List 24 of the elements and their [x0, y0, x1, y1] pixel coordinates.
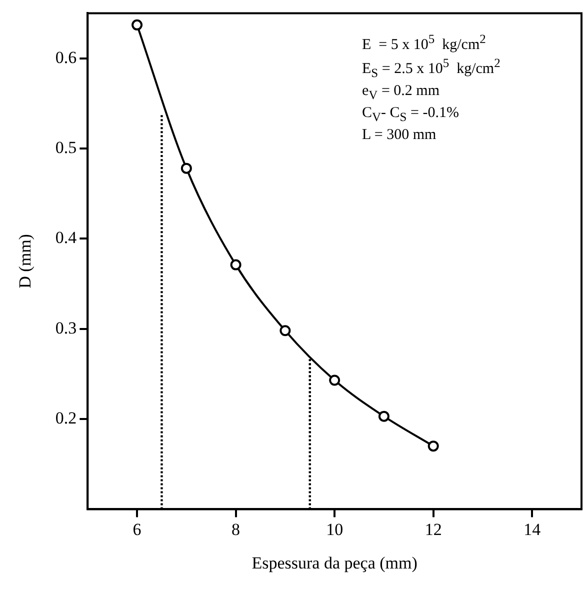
- point: [280, 325, 291, 336]
- x-tick-label: 12: [424, 520, 442, 539]
- annotation: E = 5 x 10$^{5}$ kg/cm$^{2}$: [362, 31, 487, 54]
- y-tick-label: 0.5: [55, 138, 77, 157]
- annotation: e$_{V}$ = 0.2 mm: [362, 82, 440, 104]
- point: [180, 162, 192, 174]
- annotation: C$_{V}$- C$_{S}$ = -0.1%: [362, 104, 460, 126]
- annotation: E$_{S}$ = 2.5 x 10$^{5}$ kg/cm$^{2}$: [362, 55, 500, 82]
- x-axis-title: Espessura da peça (mm): [252, 553, 418, 572]
- y-tick-label: 0.4: [55, 228, 78, 248]
- point: [132, 19, 143, 30]
- point: [230, 259, 242, 270]
- x-tick-label: 8: [232, 520, 240, 539]
- point: [378, 410, 390, 422]
- x-tick-label: 10: [326, 520, 344, 539]
- y-tick-label: 0.6: [55, 48, 77, 67]
- x-tick-label: 6: [132, 520, 142, 539]
- x-tick-label: 14: [524, 520, 542, 539]
- point: [428, 440, 439, 452]
- y-tick-label: 0.2: [55, 408, 77, 428]
- point: [329, 374, 340, 386]
- y-tick-label: 0.3: [55, 318, 77, 338]
- y-axis-title: D (mm): [16, 234, 35, 288]
- annotation: L = 300 mm: [362, 126, 438, 144]
